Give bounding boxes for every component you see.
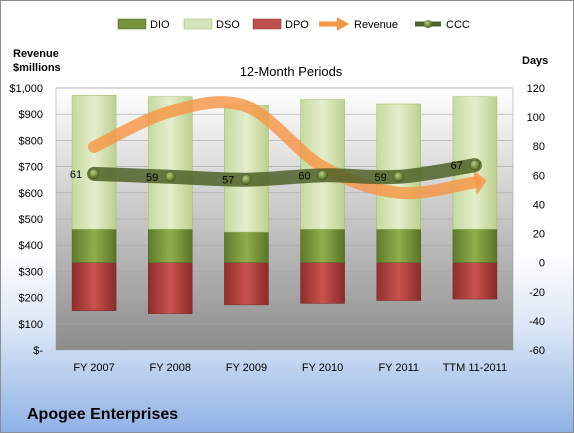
- y-right-tick-label: 120: [527, 83, 545, 95]
- bar-dio: [452, 228, 498, 263]
- x-tick-label: FY 2010: [302, 362, 343, 374]
- ccc-point: [469, 159, 481, 171]
- legend-swatch-dso: [183, 18, 213, 30]
- y-right-tick-label: 40: [533, 199, 545, 211]
- y-left-title-line1: Revenue: [13, 48, 59, 60]
- ccc-data-label: 67: [451, 160, 463, 172]
- legend-label-ccc: CCC: [446, 19, 470, 31]
- y-left-tick-label: $700: [19, 162, 43, 174]
- y-right-tick-label: -40: [529, 316, 545, 328]
- legend-label-dio: DIO: [150, 19, 170, 31]
- x-tick-label: TTM 11-2011: [443, 362, 507, 374]
- ccc-series: 61 59 57 60 59 67: [70, 158, 482, 187]
- y-right-tick-label: 20: [533, 229, 545, 241]
- x-axis-labels: FY 2007 FY 2008 FY 2009 FY 2010 FY 2011 TTM 1…: [73, 362, 507, 374]
- company-name: Apogee Enterprises: [27, 406, 179, 423]
- revenue-line: [88, 96, 481, 200]
- legend-label-revenue: Revenue: [354, 19, 398, 31]
- bar-dio: [300, 228, 345, 263]
- ccc-point: [88, 168, 100, 180]
- y-left-tick-label: $800: [19, 135, 43, 147]
- ccc-point: [317, 170, 328, 181]
- revenue-arrowhead: [473, 169, 487, 196]
- ccc-point: [165, 171, 176, 183]
- legend-swatch-dpo: [252, 18, 282, 30]
- ccc-data-label: 57: [222, 175, 234, 187]
- legend-label-dso: DSO: [216, 19, 240, 31]
- bar-dpo: [452, 262, 498, 300]
- revenue-series: [88, 96, 487, 200]
- y-right-tick-label: -60: [529, 345, 545, 357]
- y-right-tick-label: 60: [533, 170, 545, 182]
- y-left-title-line2: $millions: [13, 62, 61, 74]
- legend-swatch-dio: [117, 18, 147, 30]
- bar-dio: [71, 228, 117, 263]
- y-right-tick-label: 0: [539, 258, 545, 270]
- bar-dpo: [71, 262, 117, 311]
- y-right-tick-label: 100: [527, 112, 545, 124]
- bar-dio: [148, 228, 193, 263]
- legend: DIO DSO DPO Revenue CCC: [117, 17, 470, 31]
- y-right-tick-label: 80: [533, 141, 545, 153]
- y-left-tick-label: $600: [19, 188, 43, 200]
- x-tick-label: FY 2009: [226, 362, 267, 374]
- y-left-tick-label: $900: [19, 109, 43, 121]
- bar-dso: [376, 103, 421, 230]
- ccc-line: [87, 158, 482, 187]
- bar-dpo: [300, 262, 345, 304]
- y-right-ticks: -60 -40 -20 0 20 40 60 80 100 120: [527, 83, 545, 357]
- ccc-point: [241, 174, 252, 185]
- y-right-title: Days: [522, 55, 548, 67]
- y-left-tick-label: $400: [19, 240, 43, 252]
- y-left-tick-label: $500: [19, 214, 43, 226]
- y-left-ticks: $- $100 $200 $300 $400 $500 $600 $700 $800 $900 $1…: [9, 83, 43, 357]
- ccc-data-label: 60: [298, 170, 310, 182]
- chart-title: 12-Month Periods: [240, 64, 343, 79]
- legend-swatch-ccc: [415, 20, 441, 28]
- y-left-tick-label: $1,000: [9, 83, 43, 95]
- ccc-data-label: 61: [70, 169, 82, 181]
- bar-dso: [224, 105, 269, 233]
- bar-dso: [71, 95, 117, 230]
- y-right-tick-label: -20: [529, 287, 545, 299]
- x-tick-label: FY 2007: [73, 362, 114, 374]
- legend-swatch-revenue: [319, 17, 349, 31]
- bar-dpo: [376, 262, 421, 301]
- y-left-tick-label: $100: [19, 319, 43, 331]
- x-tick-label: FY 2008: [150, 362, 191, 374]
- y-left-tick-label: $200: [19, 293, 43, 305]
- bar-dpo: [224, 262, 269, 306]
- ccc-point: [393, 171, 404, 183]
- y-left-tick-label: $300: [19, 266, 43, 278]
- ccc-data-label: 59: [375, 172, 387, 184]
- y-left-tick-label: $-: [33, 345, 43, 357]
- bars: [71, 95, 498, 314]
- bar-dpo: [148, 262, 193, 314]
- x-tick-label: FY 2011: [378, 362, 419, 374]
- bar-dio: [224, 231, 269, 263]
- ccc-data-label: 59: [146, 172, 158, 184]
- bar-dio: [376, 228, 421, 263]
- legend-label-dpo: DPO: [285, 19, 309, 31]
